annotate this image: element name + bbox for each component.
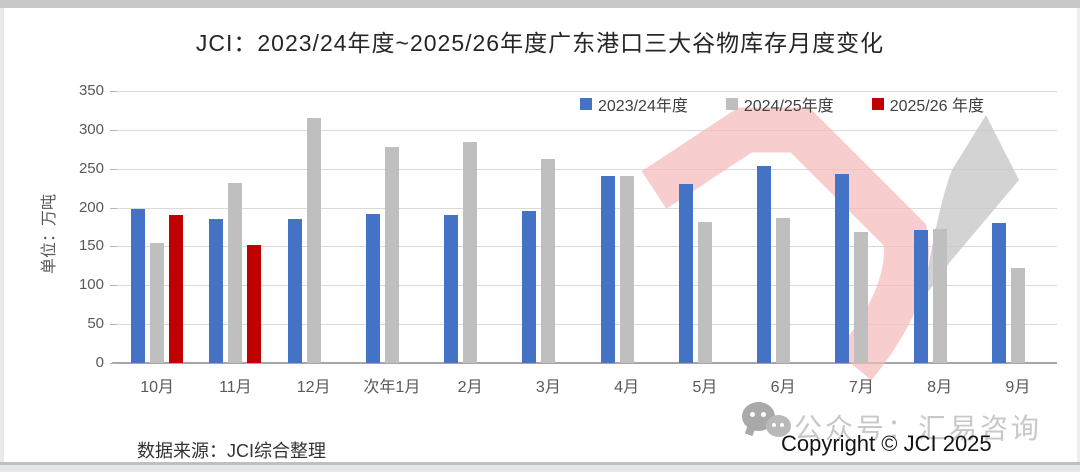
x-axis-label-次年1月: 次年1月	[363, 379, 421, 396]
x-axis-label-8月: 8月	[927, 379, 953, 396]
gridline-350	[112, 91, 1057, 92]
x-axis-line	[112, 362, 1057, 364]
bar-series2-次年1月	[384, 147, 399, 363]
x-axis-label-7月: 7月	[848, 379, 874, 396]
bar-series2-9月	[1010, 268, 1025, 363]
frame-bottom-line	[0, 462, 1080, 465]
legend-item-3: 2025/26 年度	[871, 92, 984, 116]
y-axis-label-250: 250	[78, 159, 104, 177]
bar-series2-11月	[228, 183, 243, 363]
y-axis-tick-50	[110, 324, 117, 326]
wechat-icon	[742, 402, 794, 446]
x-axis-label-4月: 4月	[614, 379, 640, 396]
bar-series1-10月	[131, 209, 146, 363]
y-axis-label-300: 300	[78, 120, 104, 138]
bar-series2-10月	[150, 243, 165, 363]
wechat-account-watermark: 公众号：汇易咨询	[794, 413, 1043, 444]
x-axis-label-6月: 6月	[770, 379, 796, 396]
y-axis-tick-300	[110, 129, 117, 131]
legend-swatch-1	[580, 98, 592, 110]
y-axis-tick-200	[110, 207, 117, 209]
y-axis-tick-350	[110, 91, 117, 92]
y-axis-label-150: 150	[78, 237, 104, 255]
bar-series1-12月	[287, 219, 302, 363]
frame-left-edge	[0, 8, 4, 462]
gridline-100	[112, 285, 1057, 287]
bar-series1-6月	[757, 166, 772, 363]
bar-series1-11月	[209, 219, 224, 363]
y-axis-tick-0	[110, 363, 117, 364]
frame-right-edge	[1077, 8, 1080, 462]
bar-series3-10月	[169, 215, 184, 363]
y-axis-tick-250	[110, 168, 117, 170]
x-axis-label-5月: 5月	[692, 379, 718, 396]
bar-series1-8月	[913, 230, 928, 363]
legend-swatch-2	[725, 98, 738, 110]
bar-series2-3月	[541, 159, 556, 363]
bar-series1-3月	[522, 211, 537, 363]
data-source-note: 数据来源：JCI综合整理	[137, 441, 326, 461]
x-axis-label-12月: 12月	[296, 379, 331, 396]
bar-series1-7月	[835, 174, 850, 363]
bar-series2-7月	[854, 232, 869, 363]
y-axis-label-50: 50	[87, 315, 104, 333]
y-axis-label-0: 0	[95, 354, 104, 371]
bar-series1-4月	[600, 176, 615, 363]
legend-label-2: 2024/25年度	[743, 98, 834, 115]
x-axis-label-9月: 9月	[1005, 379, 1031, 396]
bar-series1-5月	[678, 184, 693, 363]
y-axis-label-350: 350	[78, 82, 104, 99]
y-axis-label-200: 200	[78, 198, 104, 216]
bar-series3-11月	[247, 245, 262, 363]
bar-series1-9月	[991, 223, 1006, 363]
chart-legend: 2023/24年度 2024/25年度 2025/26 年度	[580, 92, 984, 116]
legend-item-2: 2024/25年度	[725, 92, 834, 116]
x-axis-label-11月: 11月	[219, 379, 252, 396]
bar-series2-5月	[697, 222, 712, 363]
legend-label-3: 2025/26 年度	[889, 98, 984, 115]
bar-series2-4月	[619, 176, 634, 363]
y-axis-label-100: 100	[78, 276, 104, 294]
bar-series2-6月	[776, 218, 791, 363]
gridline-150	[112, 246, 1057, 248]
x-axis-label-10月: 10月	[140, 379, 175, 396]
legend-label-1: 2023/24年度	[598, 98, 688, 115]
wechat-bubble-tail	[744, 425, 756, 437]
y-axis-tick-100	[110, 285, 117, 287]
wechat-bubble-small	[766, 415, 791, 437]
gridline-250	[112, 168, 1057, 170]
copyright-text: Copyright © JCI 2025	[781, 431, 992, 456]
bar-series2-2月	[463, 142, 478, 363]
gridline-50	[112, 324, 1057, 326]
frame-top-edge	[0, 0, 1080, 8]
chart-title: JCI：2023/24年度~2025/26年度广东港口三大谷物库存月度变化	[195, 30, 885, 56]
x-axis-label-3月: 3月	[535, 379, 561, 396]
x-axis-label-2月: 2月	[457, 379, 483, 396]
legend-item-1: 2023/24年度	[580, 92, 688, 116]
gridline-200	[112, 207, 1057, 209]
gridline-300	[112, 129, 1057, 131]
y-axis-tick-150	[110, 246, 117, 248]
y-axis-title: 单位：万吨	[41, 194, 58, 275]
bar-series2-12月	[306, 118, 321, 363]
legend-swatch-3	[871, 98, 884, 110]
bar-series2-8月	[932, 229, 947, 363]
frame-bottom-edge	[0, 465, 1080, 472]
bar-series1-次年1月	[365, 214, 380, 363]
bar-series1-2月	[444, 215, 459, 363]
